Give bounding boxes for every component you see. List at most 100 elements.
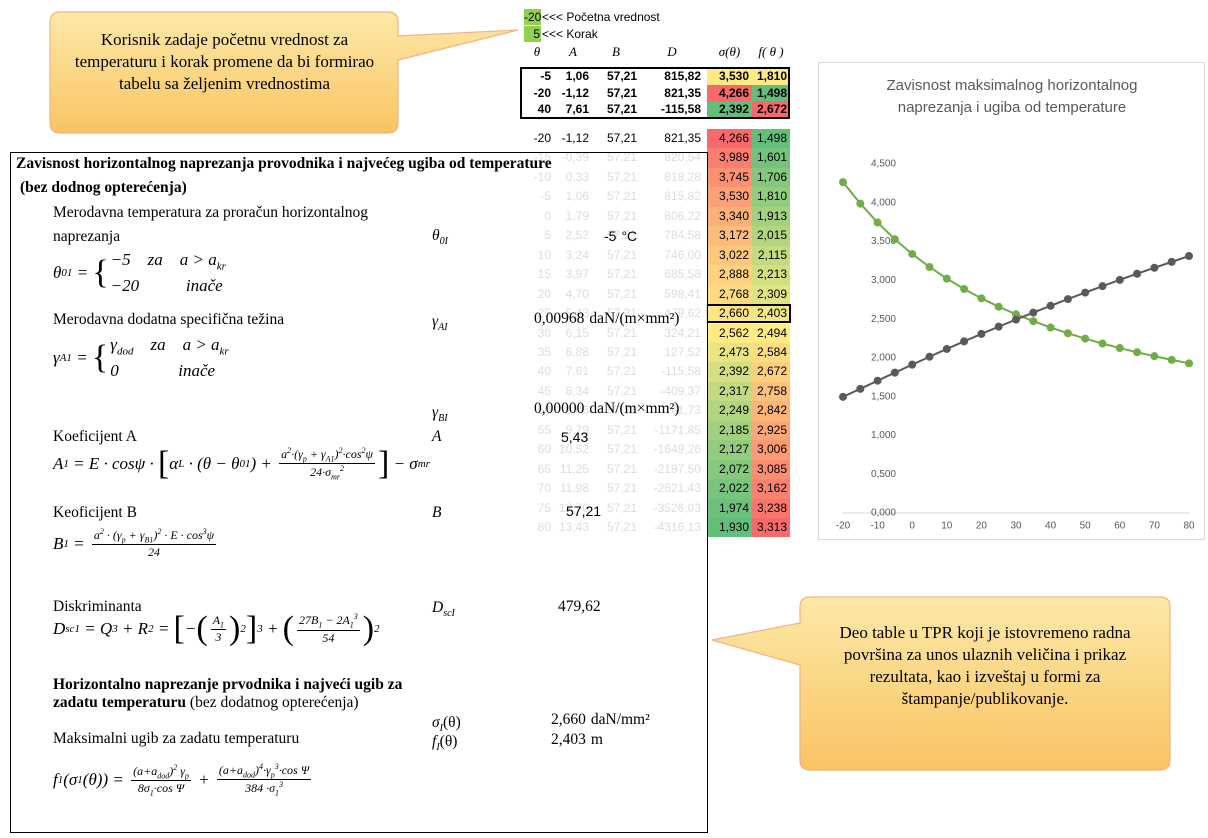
data-point — [856, 199, 865, 208]
formula-text: α — [169, 453, 179, 473]
formula-sub: kr — [216, 260, 226, 273]
data-point — [908, 249, 917, 258]
data-point — [1098, 282, 1107, 291]
formula-text: a — [281, 447, 288, 461]
formula-sub: 1 — [63, 457, 69, 470]
data-point — [942, 344, 951, 353]
column-header: B — [612, 44, 620, 59]
table-cell: 3,530 — [707, 187, 752, 207]
formula-sub: 1 — [349, 620, 354, 630]
table-cell: 40 — [537, 102, 551, 117]
data-point — [1115, 275, 1124, 284]
table-cell: 821,35 — [664, 131, 701, 145]
formula-sup: 2 — [339, 464, 344, 474]
table-cell: 2,672 — [752, 101, 790, 119]
start-value: -20 — [524, 9, 542, 25]
table-cell: 821,35 — [664, 85, 701, 100]
formula-sub: 1 — [318, 620, 323, 630]
table-cell: 3,340 — [707, 206, 752, 227]
fraction: A1 3 — [210, 613, 227, 645]
formula-text: − σ — [389, 453, 418, 473]
step-value: 5 — [524, 26, 541, 42]
x-tick-label: 70 — [1149, 521, 1161, 532]
data-point — [942, 274, 951, 283]
table-cell: 4,266 — [707, 129, 752, 149]
table-cell: 2,562 — [707, 323, 752, 343]
formula-text: · E · cos — [161, 528, 203, 542]
case-line: 0 inače — [110, 361, 228, 381]
label: Maksimalni ugib za zadatu temperaturu — [53, 730, 300, 747]
unit: daN/(m×mm²) — [589, 400, 680, 417]
data-point — [1150, 352, 1159, 361]
symbol-main: f — [432, 733, 437, 750]
formula-text: ·cos Ψ — [278, 763, 310, 777]
table-cell: 3,745 — [707, 167, 752, 188]
formula-text: ) — [255, 763, 259, 777]
formula-sub: p — [302, 454, 307, 464]
formula-text: ) — [153, 528, 158, 542]
symbol-sub: I — [439, 723, 443, 735]
symbol-arg: (θ) — [443, 714, 461, 731]
y-tick-label: 0,500 — [871, 469, 896, 480]
formula-text: γ — [53, 348, 60, 368]
formula-bracket: ) — [229, 610, 241, 647]
symbol-main: A — [432, 428, 442, 445]
column-header: f( θ ) — [758, 44, 784, 59]
formula-text: · (θ − θ — [184, 453, 240, 473]
symbol-main: σ — [432, 714, 440, 731]
unit: daN/mm² — [590, 711, 650, 728]
table-cell: 3,006 — [752, 440, 790, 460]
x-tick-label: 20 — [976, 521, 988, 532]
table-cell: 2,392 — [707, 101, 752, 119]
value: 57,21 — [566, 503, 602, 519]
case-line: γdod za a > akr — [110, 335, 228, 361]
formula-text: ψ — [206, 528, 215, 542]
symbol: θ0I — [432, 225, 448, 253]
data-point — [1063, 329, 1072, 338]
table-cell: 2,127 — [707, 440, 752, 460]
case-line: −20 inače — [111, 276, 226, 296]
data-point — [1185, 359, 1193, 368]
report-panel — [10, 152, 708, 833]
table-cell: 2,022 — [707, 479, 752, 499]
formula-sup: 2 — [287, 446, 292, 455]
formula-bracket: [ — [157, 444, 170, 482]
formula-sub: mr — [331, 472, 340, 482]
formula-bracket: ( — [196, 610, 208, 647]
data-point — [890, 235, 899, 244]
value-text: 2,403 — [551, 731, 586, 748]
formula-text: −20 inače — [110, 276, 223, 296]
formula-sub: mr — [417, 457, 430, 470]
formula-text: B — [53, 533, 64, 553]
x-tick-label: 40 — [1045, 521, 1057, 532]
y-tick-label: 4,000 — [871, 197, 896, 208]
data-point — [960, 337, 969, 346]
data-point — [1115, 344, 1124, 353]
denominator: 3 — [213, 630, 223, 645]
table-cell: 2,584 — [752, 342, 790, 363]
data-point — [1081, 334, 1090, 343]
data-point — [1029, 308, 1038, 317]
formula-text: = — [68, 533, 89, 553]
y-tick-label: 3,500 — [871, 236, 896, 247]
formula-sup: 3 — [202, 527, 207, 536]
unit: daN/(m×mm²) — [589, 310, 680, 327]
table-cell: 1,913 — [752, 206, 790, 227]
data-point — [890, 368, 899, 377]
data-point — [994, 322, 1003, 331]
data-point — [1081, 288, 1090, 297]
formula-text: ) — [334, 447, 339, 461]
symbol-arg: (θ) — [439, 733, 458, 750]
table-cell: 2,925 — [752, 420, 790, 441]
formula-text: γ — [177, 763, 185, 778]
data-point — [1046, 301, 1055, 310]
symbol-sub: AI — [438, 322, 448, 334]
formula-text: + γ — [306, 447, 326, 461]
table-cell: 3,530 — [707, 68, 752, 85]
table-cell: -20 — [533, 85, 551, 100]
data-point — [977, 329, 986, 338]
data-point — [839, 392, 847, 401]
formula-text: ) — [169, 763, 174, 778]
denominator: 24·σmr2 — [308, 464, 346, 481]
